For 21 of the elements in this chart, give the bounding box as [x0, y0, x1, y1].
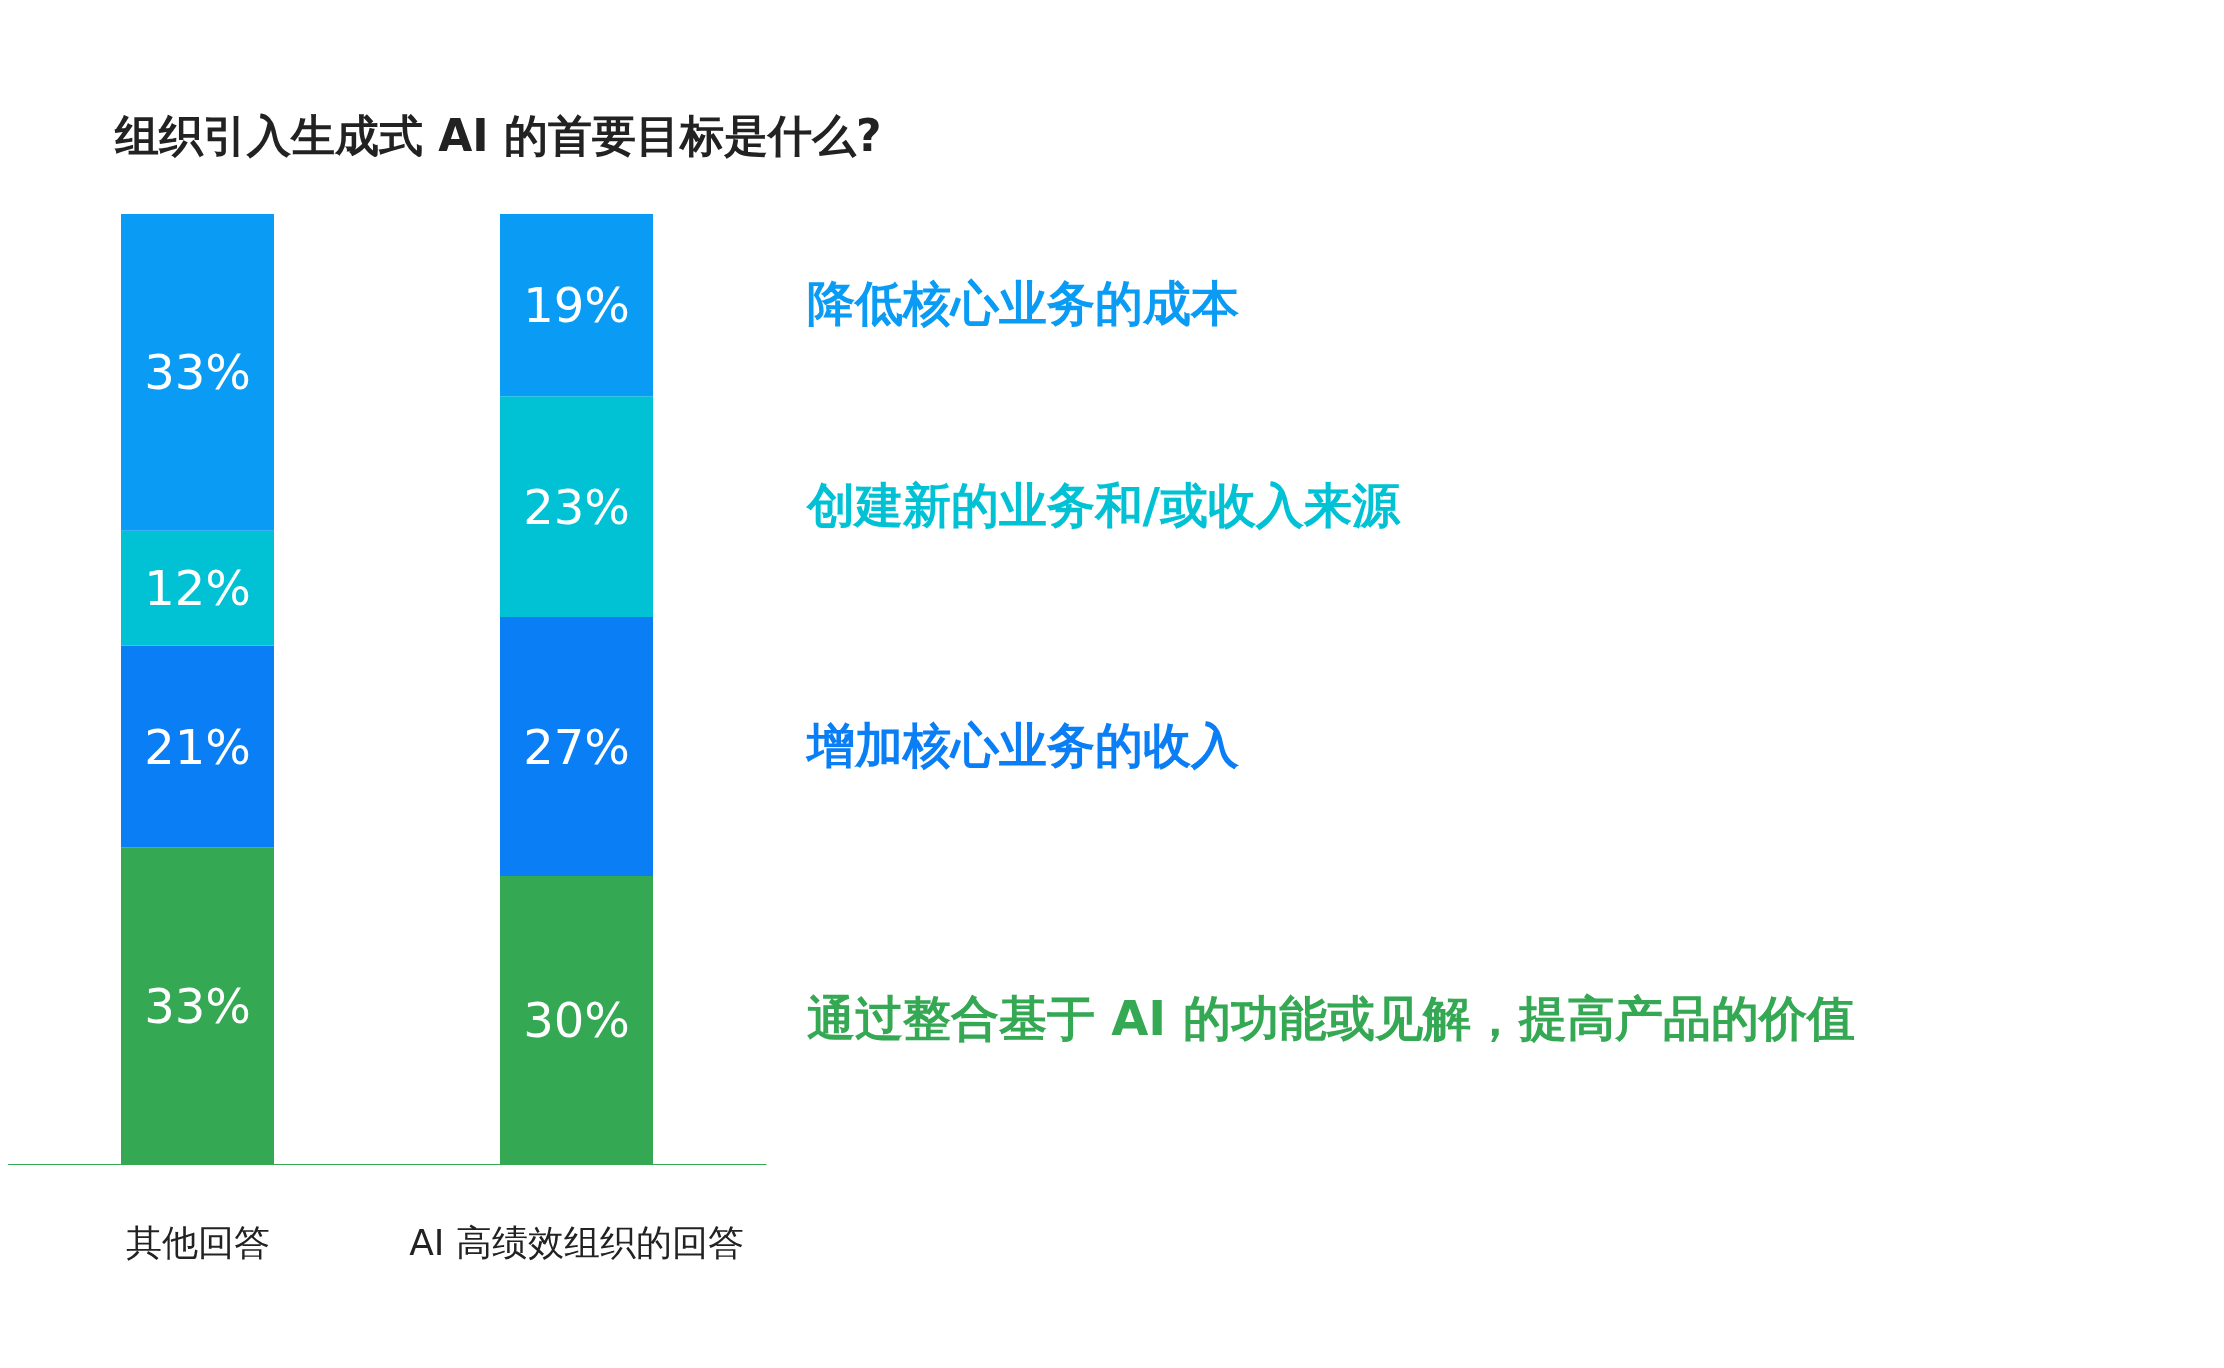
bar	[121, 645, 274, 848]
data-label: 12%	[144, 560, 251, 617]
bar	[500, 396, 653, 618]
data-label: 23%	[523, 478, 630, 535]
data-label: 21%	[144, 718, 251, 775]
data-label: 33%	[144, 977, 251, 1034]
bar	[121, 214, 274, 531]
data-label: 27%	[523, 718, 630, 775]
text: 创建新的业务和/或收入来源	[804, 476, 1402, 533]
bar	[121, 530, 274, 646]
x-tick-label: AI 高绩效组织的回答	[409, 1221, 744, 1263]
data-label: 19%	[523, 277, 630, 334]
data-label: 30%	[523, 992, 630, 1049]
text: 通过整合基于 AI 的功能或见解，提高产品的价值	[806, 990, 1855, 1047]
x-tick-label: 其他回答	[125, 1221, 270, 1263]
bar	[500, 617, 653, 877]
chart-title: 组织引入生成式 AI 的首要目标是什么?	[114, 109, 882, 161]
text: 增加核心业务的收入	[804, 716, 1240, 773]
bar	[500, 214, 653, 397]
data-label: 33%	[144, 344, 251, 401]
text: 降低核心业务的成本	[806, 275, 1239, 332]
